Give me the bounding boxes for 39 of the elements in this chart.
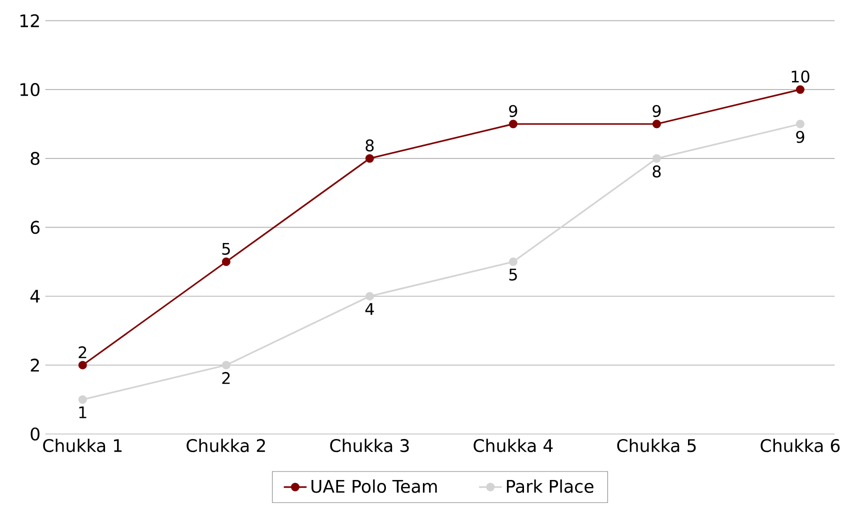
point [365,292,374,300]
point [365,154,374,163]
point [652,120,661,128]
point [796,85,804,94]
data-label: 2 [78,346,86,358]
y-tick-label: 10 [20,83,40,96]
data-label: 4 [365,303,374,315]
data-label: 9 [796,130,804,144]
x-tick-label: Chukka 1 [43,438,122,452]
data-label: 8 [366,139,374,152]
data-label: 8 [652,165,661,178]
x-tick-label: Chukka 2 [186,438,265,452]
data-label: 2 [222,372,230,384]
data-label: 10 [792,70,810,83]
y-tick-label: 8 [30,152,40,166]
point [78,395,87,404]
point [508,258,518,266]
data-label: 9 [509,104,518,118]
x-tick-label: Chukka 3 [330,438,409,452]
point [796,120,804,128]
y-tick-label: 4 [30,290,40,303]
y-tick-label: 6 [30,220,40,234]
data-label: 9 [652,104,661,118]
legend-label: Park Place [506,479,594,493]
data-label: 5 [222,242,230,255]
legend-label: UAE Polo Team [312,479,437,493]
point [78,360,87,370]
point [222,360,230,370]
point [222,258,230,266]
y-tick-label: 12 [20,14,39,28]
point [508,120,518,128]
x-tick-label: Chukka 6 [760,438,840,452]
data-label: 1 [79,406,86,418]
x-tick-label: Chukka 4 [474,438,553,452]
point [652,154,661,163]
data-label: 5 [509,268,517,281]
x-tick-label: Chukka 5 [617,438,696,452]
y-tick-label: 2 [30,358,39,372]
y-tick-label: 0 [30,427,40,441]
